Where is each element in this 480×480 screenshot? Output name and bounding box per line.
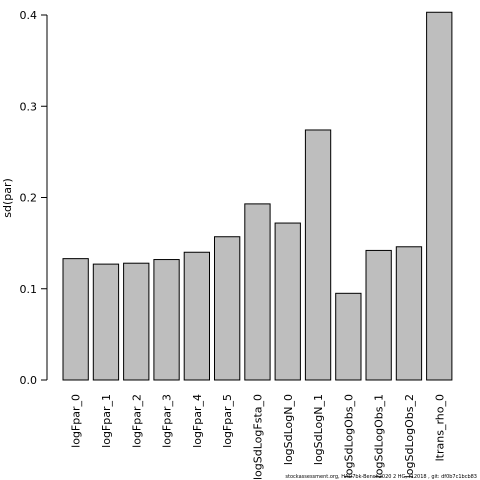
y-tick-label: 0.1: [20, 283, 38, 296]
y-tick-label: 0.4: [20, 9, 38, 22]
footnote: stockassessment.org, HAD7bk-Bench2020 2 …: [285, 474, 477, 480]
bar: [426, 11, 453, 381]
x-tick-label: logSdLogN_1: [312, 394, 325, 465]
x-tick-label: logFpar_5: [221, 394, 234, 448]
x-tick-label: logFpar_4: [191, 394, 204, 448]
x-tick-label: ltrans_rho_0: [433, 394, 446, 461]
y-tick-label: 0.3: [20, 100, 38, 113]
bar: [335, 292, 362, 381]
y-axis-label: sd(par): [1, 178, 14, 218]
x-tick-label: logSdLogFsta_0: [251, 394, 264, 480]
bar: [244, 203, 271, 381]
x-tick-label: logSdLogObs_2: [403, 394, 416, 478]
bar: [92, 263, 120, 381]
x-tick-label: logFpar_2: [130, 394, 143, 448]
y-tick-label: 0.0: [20, 374, 38, 387]
bar: [123, 262, 150, 381]
bar: [183, 251, 210, 381]
x-tick-label: logFpar_3: [161, 394, 174, 448]
bar: [153, 259, 180, 381]
bar: [395, 246, 423, 381]
bar: [62, 258, 89, 381]
bar: [365, 249, 392, 381]
x-tick-label: logFpar_1: [100, 394, 113, 448]
x-tick-label: logSdLogN_0: [282, 394, 295, 465]
y-tick-label: 0.2: [20, 192, 38, 205]
x-tick-label: logSdLogObs_1: [373, 394, 386, 478]
bar: [274, 222, 301, 381]
bar: [214, 236, 241, 381]
x-tick-label: logFpar_0: [70, 394, 83, 448]
bar: [304, 129, 332, 381]
x-tick-label: logSdLogObs_0: [342, 394, 355, 478]
